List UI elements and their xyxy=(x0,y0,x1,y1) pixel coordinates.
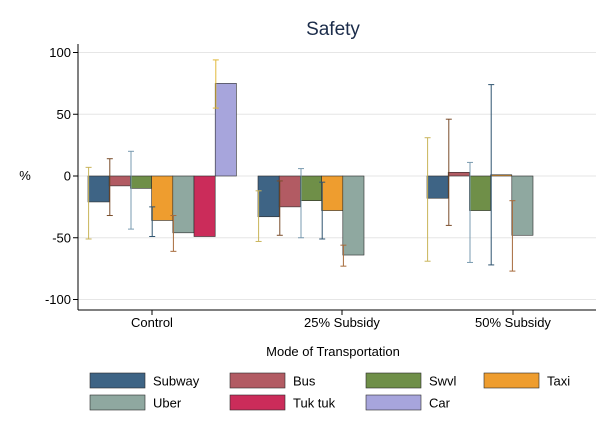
error-bar-car-0 xyxy=(212,59,219,109)
error-bars xyxy=(85,59,516,272)
error-bar-subway-0 xyxy=(85,166,92,240)
error-bar-uber-2 xyxy=(509,200,516,272)
legend-label: Taxi xyxy=(547,374,570,389)
chart-title: Safety xyxy=(306,19,360,40)
error-bar-swvl-0 xyxy=(128,150,134,230)
error-bar-uber-0 xyxy=(170,215,177,252)
legend-swatch xyxy=(229,372,286,389)
legend-swatch xyxy=(365,372,422,389)
bar-bus-2 xyxy=(447,171,470,177)
legend-item-uber: Uber xyxy=(89,394,182,411)
legend-item-subway: Subway xyxy=(89,372,200,389)
bar-taxi-1 xyxy=(321,175,344,211)
error-bar-taxi-1 xyxy=(319,181,326,240)
y-tick-label: -50 xyxy=(52,230,71,245)
legend-label: Tuk tuk xyxy=(293,396,336,411)
bar-uber-1 xyxy=(342,175,365,256)
error-bar-swvl-2 xyxy=(467,161,473,263)
bar-swvl-2 xyxy=(469,175,491,211)
error-bar-taxi-2 xyxy=(488,84,495,266)
x-axis-title: Mode of Transportation xyxy=(266,344,400,359)
y-tick-label: 0 xyxy=(64,169,71,184)
y-tick-label: -100 xyxy=(45,292,71,307)
error-bar-subway-1 xyxy=(255,190,262,242)
y-tick-label: 50 xyxy=(57,107,71,122)
error-bar-bus-1 xyxy=(276,180,283,236)
x-category-label: 50% Subsidy xyxy=(475,315,551,330)
error-bar-taxi-0 xyxy=(149,206,156,238)
bar-subway-2 xyxy=(426,175,449,199)
bar-taxi-0 xyxy=(151,175,174,221)
legend-item-car: Car xyxy=(365,394,451,411)
error-bar-swvl-1 xyxy=(298,168,304,239)
x-category-label: Control xyxy=(131,315,173,330)
legend-swatch xyxy=(89,394,146,411)
bar-swvl-1 xyxy=(300,175,322,202)
error-bar-subway-2 xyxy=(424,137,431,262)
legend-label: Swvl xyxy=(429,374,457,389)
legend-label: Subway xyxy=(153,374,200,389)
legend-swatch xyxy=(89,372,146,389)
error-bar-uber-1 xyxy=(340,244,347,267)
x-category-label: 25% Subsidy xyxy=(304,315,380,330)
legend-label: Car xyxy=(429,396,451,411)
bar-uber-0 xyxy=(172,175,195,234)
bar-bus-0 xyxy=(108,175,131,187)
legend-swatch xyxy=(365,394,422,411)
bar-subway-0 xyxy=(87,175,110,203)
y-tick-label: 100 xyxy=(49,45,71,60)
legend-item-taxi: Taxi xyxy=(483,372,570,389)
bars xyxy=(87,83,534,256)
error-bar-bus-0 xyxy=(106,158,113,217)
legend-item-swvl: Swvl xyxy=(365,372,457,389)
legend: Subway Bus Swvl Taxi Uber Tuk tuk Car xyxy=(89,372,570,411)
legend-item-bus: Bus xyxy=(229,372,316,389)
bar-uber-2 xyxy=(511,175,534,236)
bar-taxi-2 xyxy=(490,174,513,177)
bar-car-0 xyxy=(214,83,237,177)
legend-swatch xyxy=(483,372,540,389)
legend-swatch xyxy=(229,394,286,411)
error-bar-bus-2 xyxy=(445,118,452,226)
legend-label: Bus xyxy=(293,374,316,389)
y-axis-title: % xyxy=(19,168,31,183)
bar-subway-1 xyxy=(257,175,280,218)
bar-tuk-tuk-0 xyxy=(193,175,216,237)
legend-item-tuk-tuk: Tuk tuk xyxy=(229,394,336,411)
legend-label: Uber xyxy=(153,396,182,411)
axes: 100 50 0 -50 -100 Control 25% Subsidy 50% Subsi… xyxy=(45,44,596,330)
bar-swvl-0 xyxy=(130,175,152,189)
